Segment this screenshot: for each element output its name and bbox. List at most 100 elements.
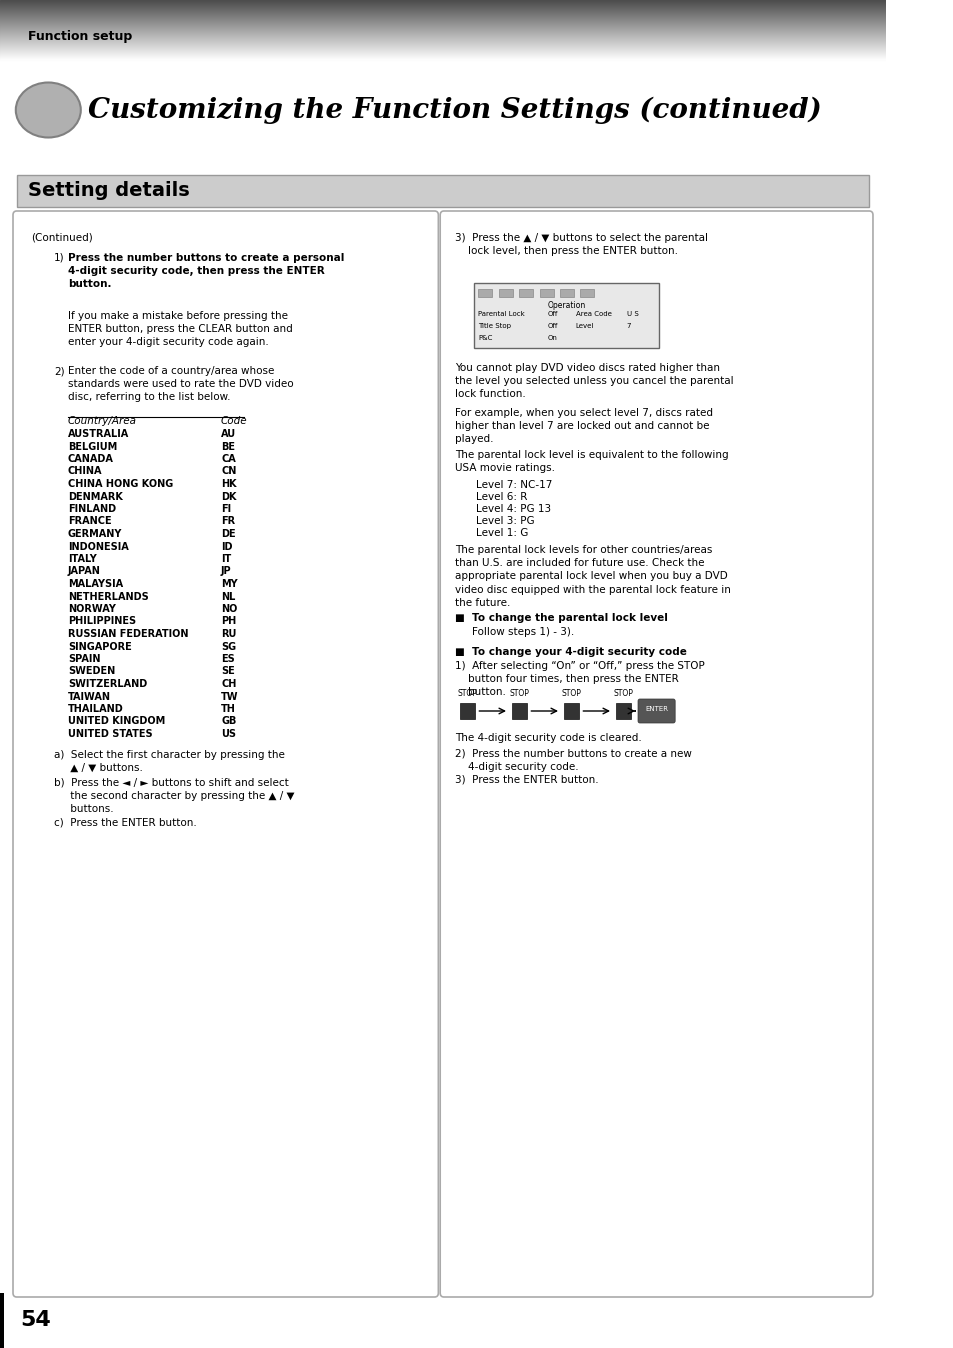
Text: ITALY: ITALY [68,554,96,563]
Text: MY: MY [221,580,237,589]
Text: MALAYSIA: MALAYSIA [68,580,123,589]
Text: 7: 7 [626,324,631,329]
Text: AUSTRALIA: AUSTRALIA [68,429,129,439]
Bar [559,288,574,297]
Bar [511,704,526,718]
Text: FINLAND: FINLAND [68,504,116,514]
Bar [615,704,630,718]
Text: Area Code: Area Code [576,311,611,317]
Text: The 4-digit security code is cleared.: The 4-digit security code is cleared. [455,733,641,743]
Bar [579,288,594,297]
Text: If you make a mistake before pressing the
ENTER button, press the CLEAR button a: If you make a mistake before pressing th… [68,311,293,348]
Text: NETHERLANDS: NETHERLANDS [68,592,149,601]
Text: Enter the code of a country/area whose
standards were used to rate the DVD video: Enter the code of a country/area whose s… [68,367,294,403]
Ellipse shape [16,82,81,137]
Text: Level 4: PG 13: Level 4: PG 13 [476,504,551,514]
Text: UNITED STATES: UNITED STATES [68,729,152,739]
Text: a)  Select the first character by pressing the
     ▲ / ▼ buttons.: a) Select the first character by pressin… [53,749,284,772]
Text: 2)  Press the number buttons to create a new
    4-digit security code.: 2) Press the number buttons to create a … [455,749,691,772]
Bar [473,283,659,348]
Text: 3)  Press the ENTER button.: 3) Press the ENTER button. [455,774,598,785]
Text: NO: NO [221,604,237,613]
Text: NORWAY: NORWAY [68,604,115,613]
Bar [459,704,474,718]
Text: FRANCE: FRANCE [68,516,112,527]
Text: P&C: P&C [477,336,492,341]
Text: Press the number buttons to create a personal
4-digit security code, then press : Press the number buttons to create a per… [68,253,344,290]
Text: STOP: STOP [613,689,633,698]
Text: CHINA: CHINA [68,466,102,476]
Text: Function setup: Function setup [28,30,132,43]
Text: On: On [547,336,558,341]
Text: Follow steps 1) - 3).: Follow steps 1) - 3). [472,627,574,638]
Text: Country/Area: Country/Area [68,417,136,426]
Text: 1)  After selecting “On” or “Off,” press the STOP
    button four times, then pr: 1) After selecting “On” or “Off,” press … [455,661,704,697]
Text: DE: DE [221,528,235,539]
FancyBboxPatch shape [638,700,675,723]
Text: PHILIPPINES: PHILIPPINES [68,616,135,627]
Text: STOP: STOP [456,689,476,698]
Text: GERMANY: GERMANY [68,528,122,539]
Text: DENMARK: DENMARK [68,492,123,501]
Text: 2): 2) [53,367,65,376]
Text: BE: BE [221,442,234,452]
Text: THAILAND: THAILAND [68,704,124,714]
Text: FR: FR [221,516,234,527]
Text: TW: TW [221,692,238,701]
Text: Level: Level [576,324,594,329]
Text: The parental lock level is equivalent to the following
USA movie ratings.: The parental lock level is equivalent to… [455,450,728,473]
Text: CA: CA [221,454,235,464]
Text: ■  To change your 4-digit security code: ■ To change your 4-digit security code [455,647,686,656]
Text: The parental lock levels for other countries/areas
than U.S. are included for fu: The parental lock levels for other count… [455,545,730,608]
Text: SPAIN: SPAIN [68,654,100,665]
Text: AU: AU [221,429,236,439]
Text: INDONESIA: INDONESIA [68,542,129,551]
Text: JAPAN: JAPAN [68,566,101,577]
Text: BELGIUM: BELGIUM [68,442,117,452]
Text: b)  Press the ◄ / ► buttons to shift and select
     the second character by pre: b) Press the ◄ / ► buttons to shift and … [53,778,294,814]
Text: 54: 54 [20,1310,51,1330]
Text: Level 7: NC-17: Level 7: NC-17 [476,480,552,491]
Text: You cannot play DVD video discs rated higher than
the level you selected unless : You cannot play DVD video discs rated hi… [455,363,733,399]
Text: SWEDEN: SWEDEN [68,666,115,677]
Text: NL: NL [221,592,235,601]
Bar [563,704,578,718]
Text: ID: ID [221,542,233,551]
Text: US: US [221,729,235,739]
Text: 1): 1) [53,253,65,263]
Text: SE: SE [221,666,234,677]
Text: For example, when you select level 7, discs rated
higher than level 7 are locked: For example, when you select level 7, di… [455,408,712,445]
Text: CH: CH [221,679,236,689]
FancyBboxPatch shape [13,212,437,1297]
Text: Operation: Operation [547,301,585,310]
Text: FI: FI [221,504,231,514]
Text: DK: DK [221,492,236,501]
Bar [518,288,533,297]
Text: HK: HK [221,479,236,489]
Text: U S: U S [626,311,638,317]
Text: ES: ES [221,654,234,665]
Text: PH: PH [221,616,236,627]
Text: Level 1: G: Level 1: G [476,528,528,538]
Text: Parental Lock: Parental Lock [477,311,524,317]
Text: (Continued): (Continued) [30,233,92,243]
Text: CN: CN [221,466,236,476]
Text: Level 6: R: Level 6: R [476,492,527,501]
Text: TH: TH [221,704,235,714]
Bar [498,288,512,297]
Text: Off: Off [547,311,558,317]
Text: SINGAPORE: SINGAPORE [68,642,132,651]
Text: JP: JP [221,566,232,577]
Text: SWITZERLAND: SWITZERLAND [68,679,147,689]
Text: 3)  Press the ▲ / ▼ buttons to select the parental
    lock level, then press th: 3) Press the ▲ / ▼ buttons to select the… [455,233,707,256]
Text: SG: SG [221,642,236,651]
Text: Title Stop: Title Stop [477,324,511,329]
Bar [17,175,868,208]
Text: CANADA: CANADA [68,454,113,464]
Bar [539,288,553,297]
Text: RU: RU [221,630,236,639]
Text: Code: Code [221,417,248,426]
Text: STOP: STOP [560,689,580,698]
Text: ■  To change the parental lock level: ■ To change the parental lock level [455,613,667,623]
Text: Off: Off [547,324,558,329]
